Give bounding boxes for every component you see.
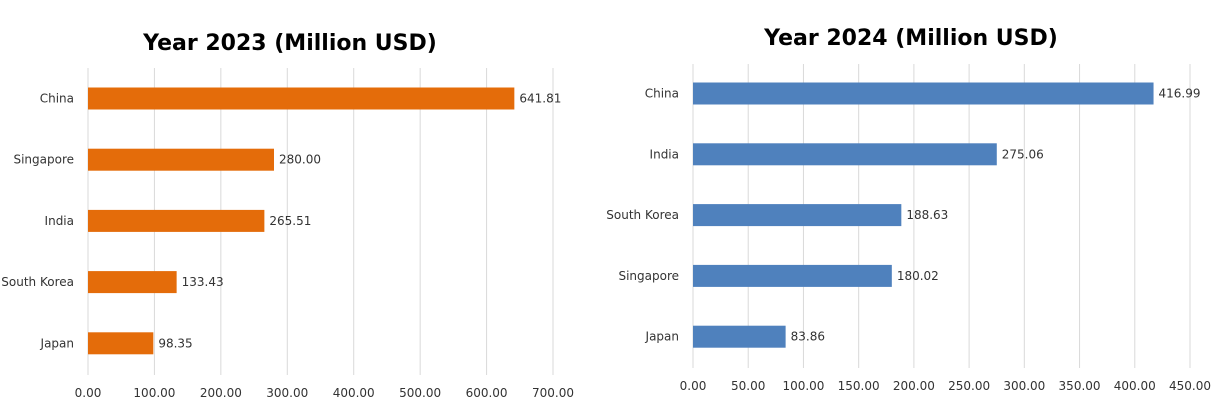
bar	[693, 143, 997, 166]
x-tick-label: 100.00	[782, 379, 824, 393]
chart-2024-labels: 0.00 50.00 100.00 150.00 200.00 250.00 300.00 3…	[606, 87, 1211, 394]
x-tick-label: 200.00	[893, 379, 935, 393]
data-label: 180.02	[897, 269, 939, 283]
category-label: Singapore	[13, 153, 74, 167]
x-tick-label: 400.00	[1114, 379, 1156, 393]
data-label: 188.63	[906, 208, 948, 222]
chart-2024-bars	[693, 82, 1154, 348]
bar	[88, 87, 515, 110]
data-label: 83.86	[791, 330, 825, 344]
bar	[88, 332, 154, 355]
bar	[88, 209, 265, 232]
bar	[693, 325, 786, 348]
x-tick-label: 150.00	[838, 379, 880, 393]
category-label: South Korea	[1, 275, 74, 289]
chart-2023-bars	[88, 87, 515, 355]
category-label: Japan	[40, 336, 74, 350]
chart-2024-svg: Year 2024 (Million USD) 0.00 50.00 100.00 1…	[606, 26, 1211, 394]
x-tick-label: 100.00	[133, 386, 175, 400]
bar	[693, 264, 892, 287]
chart-year-2023: Year 2023 (Million USD) 0.00 100.00 200.00…	[0, 0, 600, 409]
data-label: 275.06	[1002, 147, 1044, 161]
chart-2024-title: Year 2024 (Million USD)	[763, 26, 1058, 51]
x-tick-label: 350.00	[1059, 379, 1101, 393]
bar	[693, 82, 1154, 105]
category-label: South Korea	[606, 208, 679, 222]
x-tick-label: 0.00	[680, 379, 707, 393]
data-label: 280.00	[279, 153, 321, 167]
x-tick-label: 700.00	[532, 386, 574, 400]
x-tick-label: 600.00	[466, 386, 508, 400]
x-tick-label: 450.00	[1169, 379, 1211, 393]
x-tick-label: 300.00	[1003, 379, 1045, 393]
data-label: 133.43	[182, 275, 224, 289]
bar	[693, 204, 902, 227]
category-label: India	[45, 214, 74, 228]
category-label: India	[650, 147, 679, 161]
x-tick-label: 400.00	[333, 386, 375, 400]
x-tick-label: 50.00	[731, 379, 765, 393]
data-label: 265.51	[269, 214, 311, 228]
bar	[88, 148, 274, 171]
category-label: Singapore	[618, 269, 679, 283]
x-tick-label: 300.00	[266, 386, 308, 400]
category-label: Japan	[645, 330, 679, 344]
bar	[88, 271, 177, 294]
chart-2023-labels: 0.00 100.00 200.00 300.00 400.00 500.00 600.00…	[1, 92, 574, 401]
data-label: 98.35	[158, 336, 192, 350]
chart-year-2024: Year 2024 (Million USD) 0.00 50.00 100.00 1…	[600, 0, 1230, 409]
x-tick-label: 200.00	[200, 386, 242, 400]
data-label: 641.81	[519, 92, 561, 106]
x-tick-label: 250.00	[948, 379, 990, 393]
data-label: 416.99	[1159, 87, 1201, 101]
chart-2023-svg: Year 2023 (Million USD) 0.00 100.00 200.00…	[1, 31, 574, 401]
x-tick-label: 0.00	[75, 386, 102, 400]
x-tick-label: 500.00	[399, 386, 441, 400]
category-label: China	[645, 87, 679, 101]
category-label: China	[40, 92, 74, 106]
chart-2023-title: Year 2023 (Million USD)	[142, 31, 437, 56]
